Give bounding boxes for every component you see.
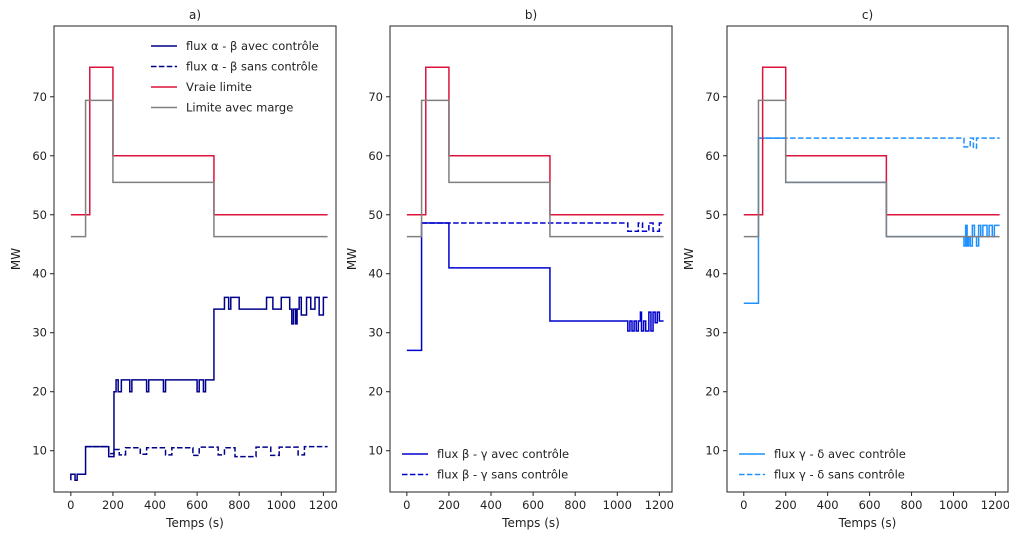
plot-frame <box>389 25 673 493</box>
y-tick-label: 40 <box>32 267 47 281</box>
x-tick-label: 0 <box>740 498 747 512</box>
x-tick-label: 600 <box>186 498 208 512</box>
legend-label: flux γ - δ avec contrôle <box>774 447 906 461</box>
y-tick-label: 70 <box>368 90 383 104</box>
legend-label: flux β - γ avec contrôle <box>437 447 569 461</box>
legend: flux α - β avec contrôle flux α - β sans … <box>151 39 319 115</box>
y-tick-label: 50 <box>705 208 720 222</box>
x-tick-label: 400 <box>817 498 839 512</box>
y-axis-label: MW <box>682 248 696 270</box>
y-axis-label: MW <box>345 248 359 270</box>
x-tick-label: 1000 <box>939 498 968 512</box>
y-tick-label: 50 <box>32 208 47 222</box>
x-tick-label: 1000 <box>603 498 632 512</box>
series-line-1 <box>406 222 664 352</box>
x-tick-label: 1200 <box>309 498 338 512</box>
x-tick-label: 400 <box>480 498 502 512</box>
y-tick-label: 70 <box>32 90 47 104</box>
x-tick-label: 1200 <box>981 498 1009 512</box>
y-axis-label: MW <box>9 248 23 270</box>
legend-label: flux γ - δ sans contrôle <box>774 468 905 482</box>
series-line-1 <box>70 296 328 481</box>
series-line-4 <box>70 99 328 238</box>
legend-label: flux β - γ sans contrôle <box>437 468 568 482</box>
x-tick-label: 0 <box>403 498 410 512</box>
series-line-3 <box>743 66 1000 216</box>
y-tick-label: 20 <box>32 385 47 399</box>
plot-frame <box>726 25 1009 493</box>
chart-panel-2: b) 0 200 400 600 800 1000 1200 10 20 30 40 50 60 70 Tem… <box>345 8 674 530</box>
y-tick-label: 70 <box>705 90 720 104</box>
y-tick-label: 20 <box>368 385 383 399</box>
x-tick-label: 200 <box>102 498 124 512</box>
chart-title: b) <box>525 8 537 22</box>
chart-title: a) <box>189 8 201 22</box>
y-tick-label: 30 <box>368 326 383 340</box>
legend: flux γ - δ avec contrôle flux γ - δ sans … <box>739 447 906 482</box>
series-line-2 <box>758 137 1000 149</box>
series-line-1 <box>743 137 1000 304</box>
y-tick-label: 20 <box>705 385 720 399</box>
x-tick-label: 200 <box>775 498 797 512</box>
y-tick-label: 40 <box>368 267 383 281</box>
x-tick-label: 1200 <box>645 498 674 512</box>
x-tick-label: 0 <box>67 498 74 512</box>
legend-label: Vraie limite <box>186 80 252 94</box>
legend-label: Limite avec marge <box>186 101 293 115</box>
series-line-2 <box>421 222 664 233</box>
chart-panel-1: a) 0 200 400 600 800 1000 1200 10 20 30 40 50 60 70 Tem… <box>9 8 338 530</box>
plot-frame <box>53 25 337 493</box>
series-line-2 <box>85 445 328 458</box>
x-tick-label: 600 <box>859 498 881 512</box>
y-tick-label: 30 <box>705 326 720 340</box>
x-axis-label: Temps (s) <box>501 516 560 530</box>
legend-label: flux α - β sans contrôle <box>186 60 318 74</box>
y-tick-label: 10 <box>705 444 720 458</box>
series-line-4 <box>406 99 664 238</box>
y-tick-label: 60 <box>32 149 47 163</box>
x-tick-label: 800 <box>901 498 923 512</box>
y-tick-label: 50 <box>368 208 383 222</box>
series-line-3 <box>406 66 664 216</box>
x-tick-label: 600 <box>522 498 544 512</box>
x-tick-label: 800 <box>228 498 250 512</box>
x-tick-label: 800 <box>564 498 586 512</box>
y-tick-label: 40 <box>705 267 720 281</box>
y-tick-label: 60 <box>705 149 720 163</box>
x-axis-label: Temps (s) <box>165 516 224 530</box>
chart-title: c) <box>862 8 873 22</box>
x-tick-label: 200 <box>438 498 460 512</box>
legend-label: flux α - β avec contrôle <box>186 39 319 53</box>
chart-panel-3: c) 0 200 400 600 800 1000 1200 10 20 30 40 50 60 70 Tem… <box>682 8 1009 530</box>
x-tick-label: 1000 <box>267 498 296 512</box>
x-axis-label: Temps (s) <box>838 516 897 530</box>
y-tick-label: 60 <box>368 149 383 163</box>
series-line-4 <box>743 99 1000 238</box>
y-tick-label: 30 <box>32 326 47 340</box>
x-tick-label: 400 <box>144 498 166 512</box>
y-tick-label: 10 <box>32 444 47 458</box>
legend: flux β - γ avec contrôle flux β - γ sans … <box>402 447 569 482</box>
y-tick-label: 10 <box>368 444 383 458</box>
